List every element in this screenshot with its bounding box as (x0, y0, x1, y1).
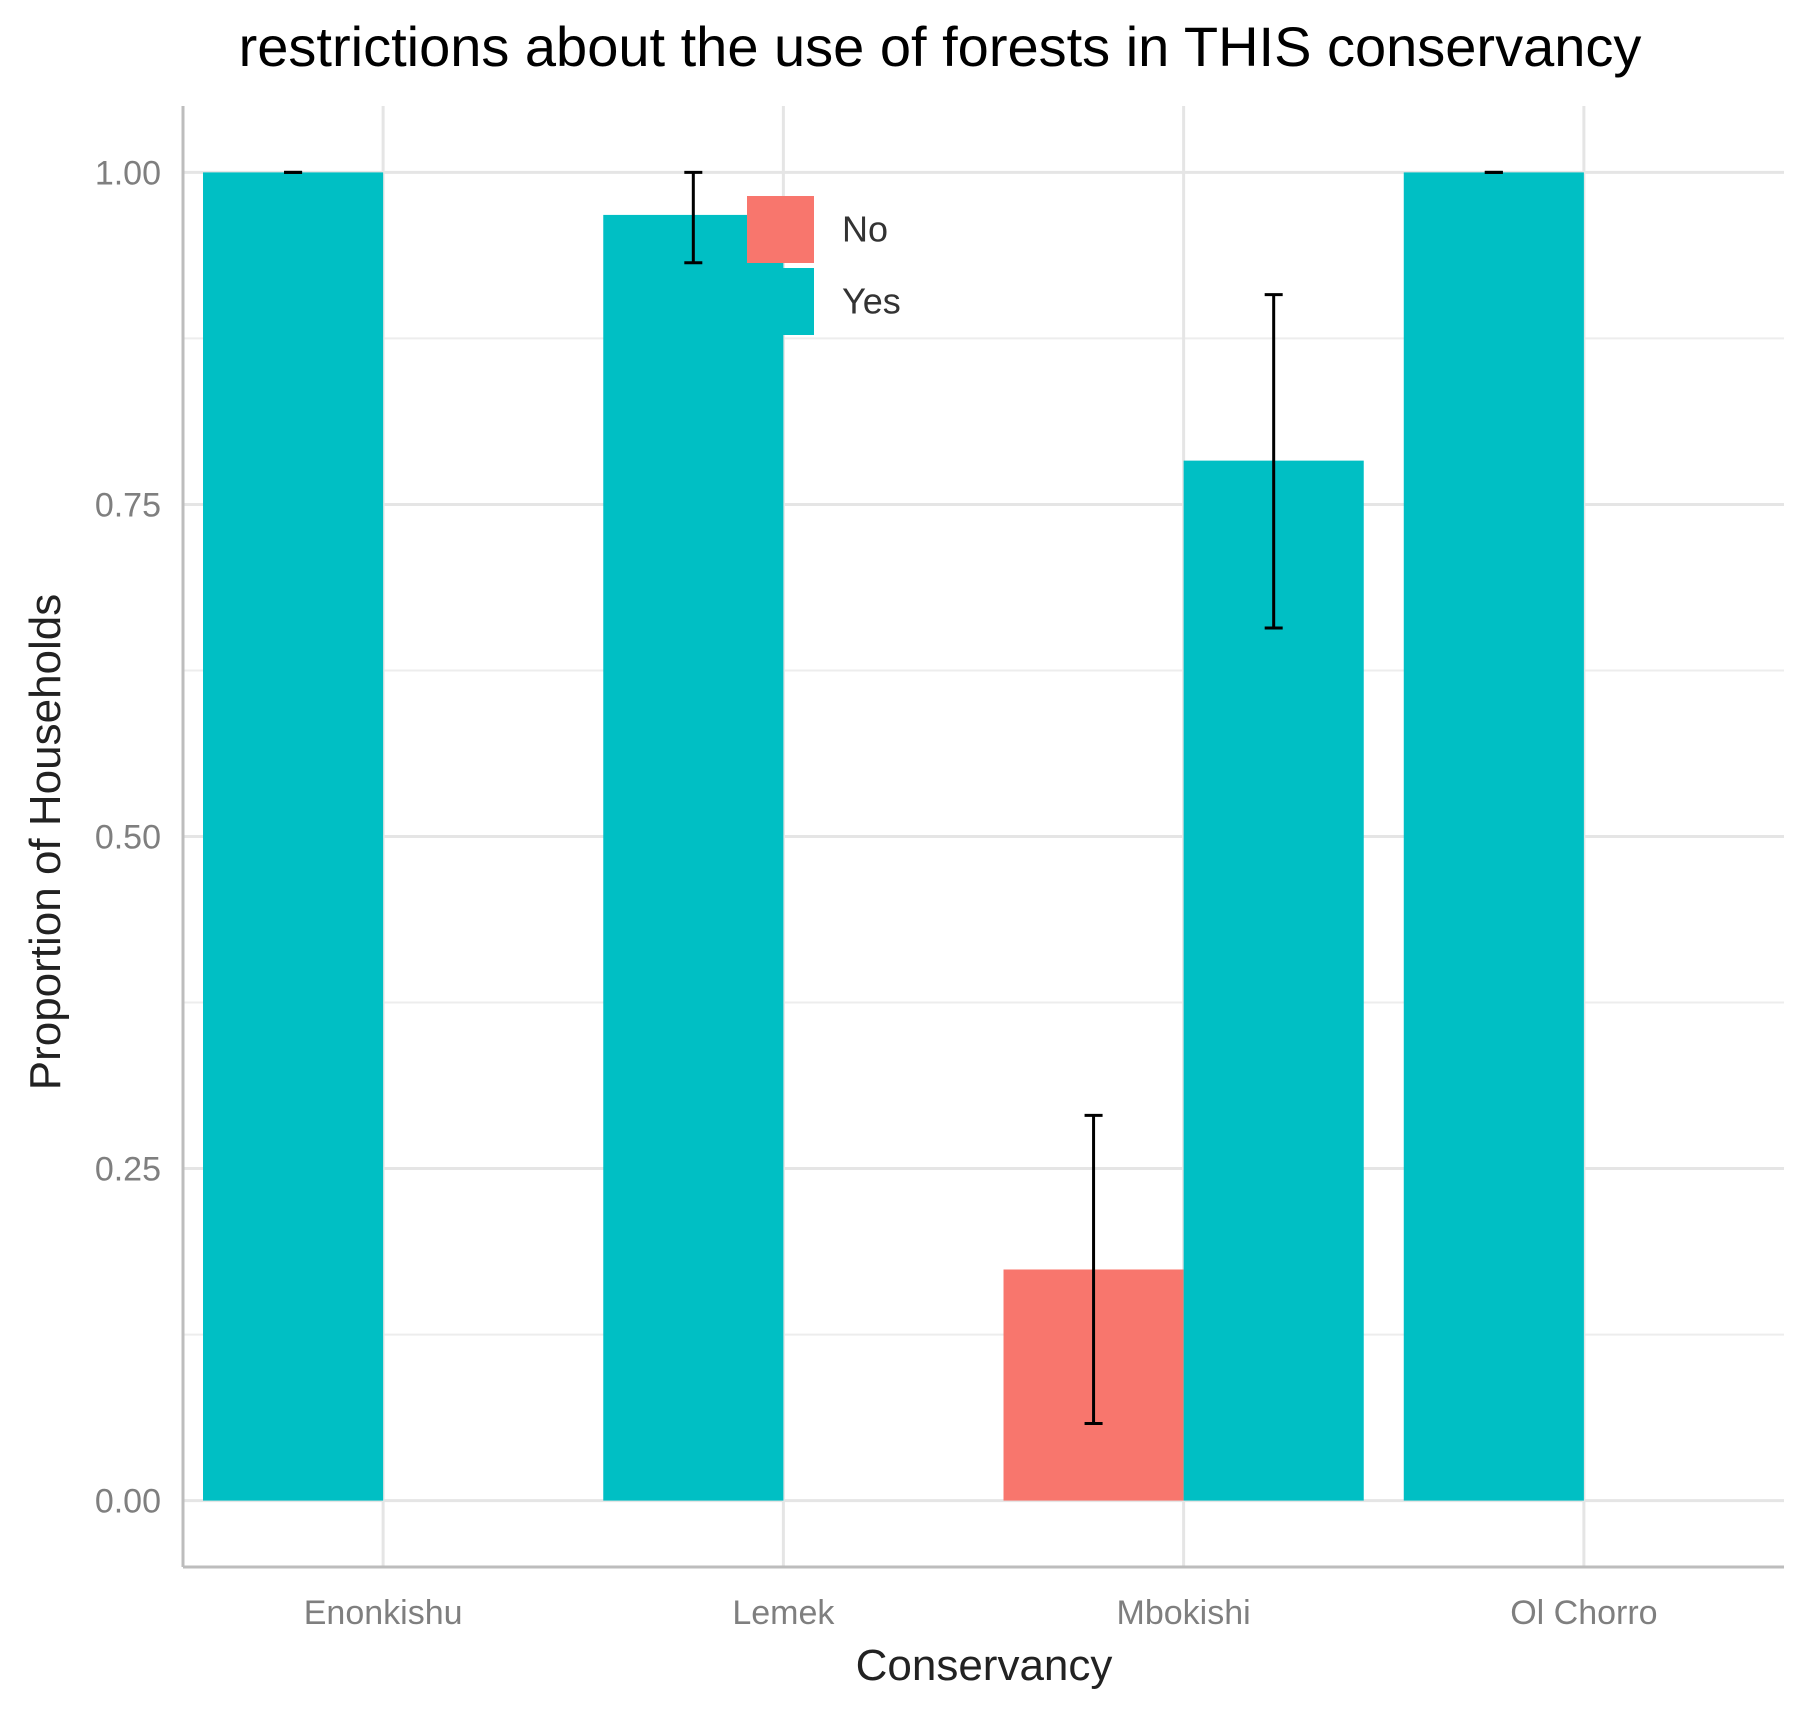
legend-label-no: No (842, 209, 888, 250)
chart-title: restrictions about the use of forests in… (239, 15, 1642, 78)
y-tick-label: 0.50 (95, 819, 161, 857)
bar-yes (203, 172, 384, 1501)
x-tick-label: Lemek (732, 1594, 835, 1632)
legend-label-yes: Yes (842, 281, 901, 322)
tick-labels: 0.00 0.25 0.50 0.75 1.00 Enonkishu Lemek Mbokis… (95, 154, 1658, 1632)
y-axis-title: Proportion of Households (21, 594, 70, 1091)
y-tick-label: 0.00 (95, 1483, 161, 1521)
y-tick-label: 1.00 (95, 154, 161, 192)
y-tick-label: 0.75 (95, 486, 161, 524)
axes (181, 106, 1784, 1569)
error-bars (284, 170, 1503, 1426)
x-tick-label: Enonkishu (304, 1594, 463, 1632)
bar-yes (1183, 460, 1364, 1501)
x-tick-label: Ol Chorro (1510, 1594, 1657, 1632)
legend: No Yes (747, 196, 901, 335)
y-tick-label: 0.25 (95, 1151, 161, 1189)
bar-yes (1403, 172, 1584, 1501)
x-tick-label: Mbokishi (1117, 1594, 1251, 1632)
x-axis-title: Conservancy (856, 1641, 1113, 1690)
bars (203, 172, 1584, 1501)
bar-yes (603, 214, 784, 1501)
legend-key-yes (747, 268, 814, 335)
legend-key-no (747, 196, 814, 263)
